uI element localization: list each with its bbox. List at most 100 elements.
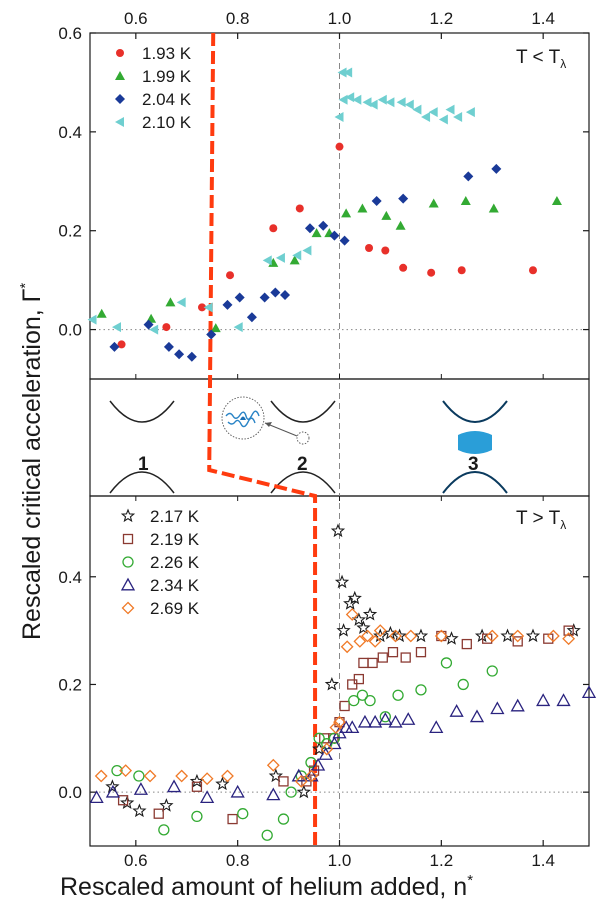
data-point bbox=[373, 628, 388, 643]
data-point bbox=[356, 689, 369, 701]
data-point bbox=[189, 773, 205, 788]
data-point bbox=[511, 629, 525, 643]
y-tick-label-top: 0.6 bbox=[58, 24, 82, 43]
data-point bbox=[345, 92, 355, 103]
data-point bbox=[341, 208, 352, 218]
data-point bbox=[364, 694, 376, 707]
data-point bbox=[348, 694, 360, 707]
data-point bbox=[191, 810, 203, 823]
data-point bbox=[485, 629, 499, 643]
data-point bbox=[379, 711, 391, 723]
data-point bbox=[111, 764, 123, 777]
data-point bbox=[275, 252, 285, 263]
data-point bbox=[305, 769, 318, 783]
x-tick-label-top: 1.4 bbox=[531, 9, 555, 28]
legend-label: 2.17 K bbox=[150, 507, 200, 526]
y-tick-label-bottom: 0.4 bbox=[58, 568, 82, 587]
data-point bbox=[329, 721, 343, 734]
regime-2-contact-circle bbox=[296, 431, 310, 445]
data-point bbox=[556, 693, 571, 707]
data-point bbox=[198, 303, 207, 312]
regime-2-upper-arc bbox=[270, 400, 336, 423]
data-point bbox=[551, 196, 562, 206]
data-point bbox=[362, 97, 372, 108]
data-point bbox=[268, 768, 283, 783]
data-point bbox=[367, 657, 378, 669]
regime-2-helium-drop bbox=[240, 416, 246, 420]
data-point bbox=[149, 324, 159, 335]
data-point bbox=[500, 628, 515, 643]
data-point bbox=[294, 774, 308, 788]
data-point bbox=[302, 245, 312, 256]
data-point bbox=[334, 574, 350, 589]
data-point bbox=[333, 715, 346, 729]
top-condition-label: T < Tλ bbox=[516, 47, 566, 71]
data-point bbox=[175, 769, 189, 783]
data-point bbox=[200, 790, 215, 803]
data-point bbox=[387, 647, 399, 658]
data-point bbox=[222, 299, 233, 310]
data-point bbox=[449, 704, 464, 717]
x-tick-label-top: 1.2 bbox=[430, 9, 454, 28]
x-tick-label-top: 0.6 bbox=[124, 9, 148, 28]
data-point bbox=[465, 107, 475, 118]
data-point bbox=[438, 114, 448, 125]
data-point bbox=[362, 606, 378, 621]
data-point bbox=[330, 523, 346, 538]
data-point bbox=[357, 714, 373, 728]
data-point bbox=[158, 824, 170, 836]
data-point bbox=[334, 112, 344, 123]
data-point bbox=[398, 193, 409, 204]
legend-label: 2.34 K bbox=[150, 576, 200, 595]
data-point bbox=[412, 104, 422, 115]
data-point bbox=[162, 323, 171, 332]
data-point bbox=[227, 813, 238, 825]
data-point bbox=[436, 630, 447, 642]
data-point bbox=[488, 203, 499, 213]
legend-marker bbox=[115, 94, 125, 104]
data-point bbox=[329, 230, 340, 241]
data-point bbox=[327, 736, 342, 750]
data-point bbox=[368, 99, 378, 110]
data-point bbox=[278, 776, 289, 787]
data-point bbox=[119, 764, 133, 778]
data-point bbox=[320, 742, 334, 756]
y-tick-label-top: 0.2 bbox=[58, 222, 82, 241]
legend-marker bbox=[120, 577, 136, 591]
data-point bbox=[385, 97, 395, 108]
data-point bbox=[345, 608, 359, 621]
legend-marker bbox=[121, 601, 135, 615]
regime-2-zoom-arrowhead bbox=[265, 422, 272, 427]
data-point bbox=[318, 747, 333, 760]
data-point bbox=[428, 198, 439, 208]
data-point bbox=[421, 112, 431, 123]
x-axis-title: Rescaled amount of helium added, n* bbox=[60, 872, 473, 901]
data-point bbox=[368, 634, 382, 648]
data-point bbox=[377, 94, 387, 105]
axes: 0.6 0.6 0.8 0.8 1.0 1.0 1.2 1.2 1.4 1.4 0.0 0.2 0.4 0… bbox=[58, 9, 589, 870]
data-point bbox=[266, 787, 281, 801]
reference-lines bbox=[90, 33, 589, 846]
data-point bbox=[291, 768, 306, 782]
data-point bbox=[206, 329, 217, 340]
data-point bbox=[491, 163, 502, 174]
regime-diagram: 1 2 3 bbox=[109, 396, 508, 494]
data-point bbox=[234, 292, 245, 303]
data-point bbox=[313, 732, 325, 744]
data-point bbox=[230, 784, 245, 798]
data-point bbox=[336, 623, 351, 637]
x-tick-label-bottom: 1.4 bbox=[531, 851, 555, 870]
data-point bbox=[434, 629, 448, 643]
regime-2-film-wave-2 bbox=[227, 417, 256, 428]
x-tick-label-bottom: 0.8 bbox=[226, 851, 250, 870]
data-point bbox=[262, 255, 272, 266]
data-point bbox=[460, 196, 471, 206]
data-point bbox=[404, 99, 414, 110]
data-point bbox=[345, 720, 360, 733]
data-point bbox=[270, 287, 281, 298]
data-point bbox=[226, 271, 235, 280]
legend-label: 2.04 K bbox=[142, 90, 192, 109]
data-point bbox=[400, 652, 411, 663]
data-point bbox=[357, 203, 368, 213]
